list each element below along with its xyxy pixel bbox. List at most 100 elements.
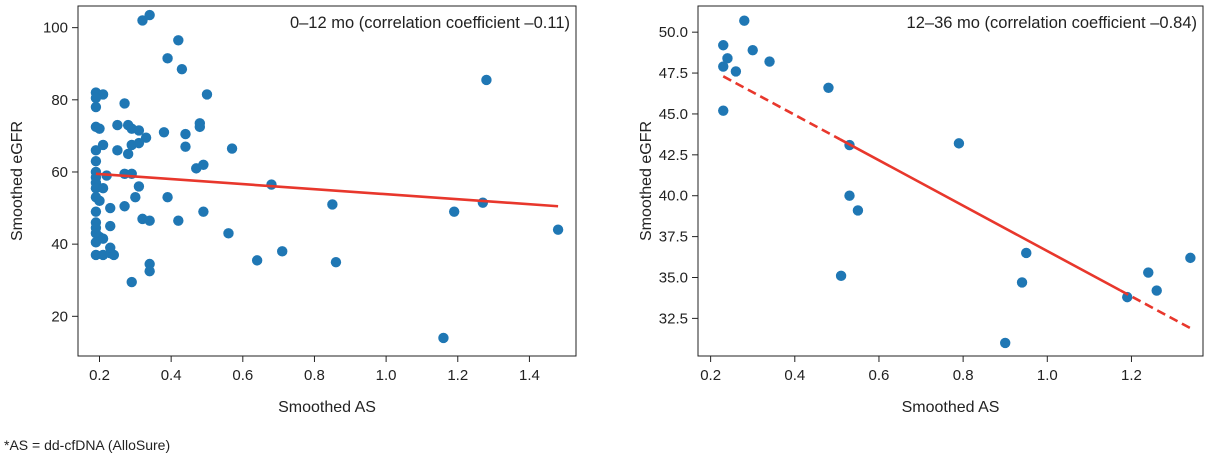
panel-1-point [1185,252,1196,264]
panel-0-point [119,201,130,212]
panel-0-point [90,249,102,261]
panel-1-y-tick-label: 35.0 [659,269,688,286]
panel-1-annotation: 12–36 mo (correlation coefficient –0.84) [907,14,1197,32]
panel-0-point [277,246,288,257]
panel-0-point [438,332,449,344]
panel-0-plot-frame [77,5,577,357]
panel-1-point [730,66,742,77]
panel-0-point [133,125,145,136]
panel-1-y-tick-label: 45.0 [659,106,688,123]
panel-0-y-tick-label: 100 [43,20,68,37]
panel-1-point [739,15,750,26]
panel-0-point [223,228,234,239]
panel-1-y-ticks: 32.5 35.0 37.5 40.0 42.5 45.0 47.5 50.0 [659,24,698,327]
panel-0-point [180,141,191,152]
panel-0-point [112,119,123,131]
panel-0-point [327,199,338,210]
panel-0-point [133,181,145,192]
panel-0-x-tick-label: 0.6 [232,367,253,384]
panel-0-point [158,127,170,138]
panel-0-point [481,74,492,86]
panel-0-point [176,63,188,75]
panel-0-annotation: 0–12 mo (correlation coefficient –0.11) [290,14,570,32]
panel-1-x-tick-label: 0.8 [953,367,974,384]
panel-0-x-tick-label: 1.4 [519,367,540,384]
panel-0-point [477,197,489,208]
panel-0-point [330,256,342,268]
panel-1-x-tick-label: 0.2 [700,367,721,384]
panel-0-point [97,139,109,151]
panel-1-y-axis-label: Smoothed eGFR [638,121,655,241]
panel-0-x-ticks: 0.2 0.4 0.6 0.8 1.0 1.2 1.4 [89,356,540,384]
panel-1-y-tick-label: 32.5 [659,310,688,327]
panel-0-point [122,148,134,160]
panel-0-point [133,137,145,149]
panel-0-point [162,53,173,64]
panel-0-y-tick-label: 60 [51,164,68,181]
panel-0-point [162,192,173,203]
panel-1-point [1143,267,1154,278]
panel-1-point [1016,277,1028,288]
panel-0-point [105,202,116,214]
panel-0-x-tick-label: 0.2 [89,367,110,384]
panel-0-point [201,89,213,100]
panel-0-x-tick-label: 0.8 [304,367,325,384]
panel-12-36-months: 0.2 0.4 0.6 0.8 1.0 1.2 32.5 35.0 37.5 40.0 42.5 4… [638,5,1204,416]
panel-0-y-ticks: 20 40 60 80 100 [43,20,78,325]
panel-0-point [198,159,209,170]
footnote: *AS = dd-cfDNA (AlloSure) [4,437,171,453]
panel-1-point [835,270,847,282]
panel-0-point [144,258,155,270]
panel-1-x-tick-label: 1.0 [1037,367,1058,384]
panel-0-x-tick-label: 1.2 [447,367,468,384]
panel-1-point [718,105,729,116]
panel-1-marks [718,15,1196,349]
panel-0-point [90,206,102,217]
panel-1-y-tick-label: 47.5 [659,65,688,82]
panel-0-y-axis-label: Smoothed eGFR [9,121,26,241]
panel-0-point [180,128,191,140]
panel-1-x-tick-label: 0.4 [784,367,805,384]
panel-0-point [198,206,209,217]
panel-1-point [1122,291,1133,303]
panel-1-point [953,138,965,149]
panel-0-trend-line [95,172,559,208]
panel-0-point [94,195,105,207]
panel-0-point [112,145,123,156]
panel-0-point [144,215,155,226]
panel-0-y-tick-label: 80 [51,92,68,109]
panel-1-trend-line [839,138,1121,292]
panel-1-point [718,61,729,72]
panel-1-point [823,82,834,93]
panel-0-point [173,215,184,226]
panel-1-point [844,190,855,201]
panel-0-point [119,98,130,109]
panel-0-point [137,15,148,26]
panel-0-point [105,220,116,232]
panel-0-point [90,183,102,194]
panel-1-point [764,56,775,67]
panel-0-point [448,206,460,217]
panel-0-point [90,145,102,156]
panel-1-plot-frame [697,5,1204,357]
panel-0-point [130,192,141,203]
panel-1-y-tick-label: 40.0 [659,188,688,205]
panel-1-y-tick-label: 37.5 [659,229,688,246]
panel-1-x-tick-label: 1.2 [1121,367,1142,384]
panel-1-y-tick-label: 50.0 [659,24,688,41]
panel-1-point [1021,247,1032,259]
panel-0-point [251,255,263,266]
panel-0-point [194,121,206,133]
panel-1-x-ticks: 0.2 0.4 0.6 0.8 1.0 1.2 [700,356,1142,384]
panel-1-point [1000,337,1011,349]
panel-0-x-axis-label: Smoothed AS [278,399,376,416]
figure: 0.2 0.4 0.6 0.8 1.0 1.2 1.4 20 40 60 80 100 0–12 m… [9,5,1204,416]
panel-1-point [852,205,864,216]
panel-0-point [94,123,105,134]
panel-1-point [718,40,729,51]
panel-0-point [140,132,152,143]
panel-1-x-axis-label: Smoothed AS [902,399,1000,416]
panel-0-x-tick-label: 0.4 [161,367,182,384]
panel-0-point [173,35,184,46]
panel-0-x-tick-label: 1.0 [376,367,397,384]
